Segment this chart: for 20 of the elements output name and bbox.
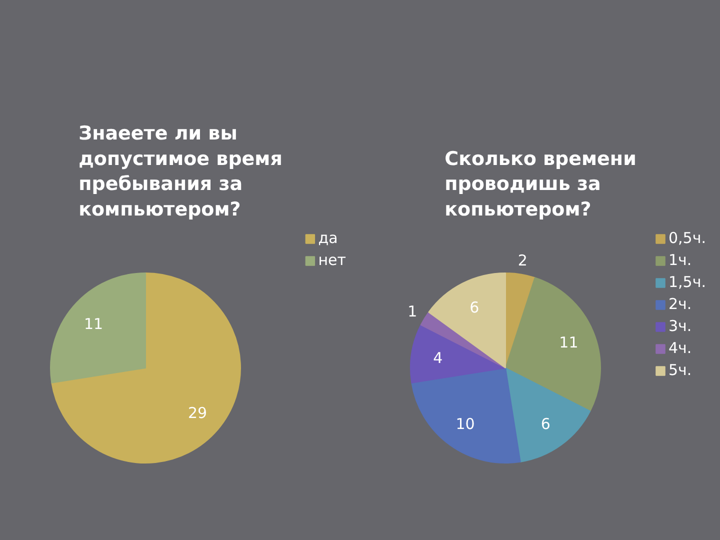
legend-label: да xyxy=(318,229,338,247)
legend-label: 2ч. xyxy=(668,295,692,313)
legend-label: 0,5ч. xyxy=(668,229,706,247)
data-label: 1 xyxy=(408,302,418,320)
legend-label: 4ч. xyxy=(668,339,692,357)
data-label: 11 xyxy=(559,333,578,352)
data-label: 11 xyxy=(84,315,104,334)
legend-label: 1ч. xyxy=(668,251,692,269)
data-label: 6 xyxy=(470,298,480,317)
chart-title: Знаеете ли вы допустимое время пребывания за компьютером? xyxy=(78,122,282,220)
data-label: 4 xyxy=(433,348,443,367)
legend-label: 3ч. xyxy=(668,317,692,335)
data-label: 10 xyxy=(456,414,475,433)
legend-label: 1,5ч. xyxy=(668,273,706,291)
data-label: 6 xyxy=(540,414,550,433)
legend-label: 5ч. xyxy=(668,361,692,379)
legend-label: нет xyxy=(318,251,346,269)
chart-title: Сколько времени проводишь за копьютером? xyxy=(444,148,636,220)
data-label: 29 xyxy=(188,404,208,422)
data-label: 2 xyxy=(518,252,528,270)
